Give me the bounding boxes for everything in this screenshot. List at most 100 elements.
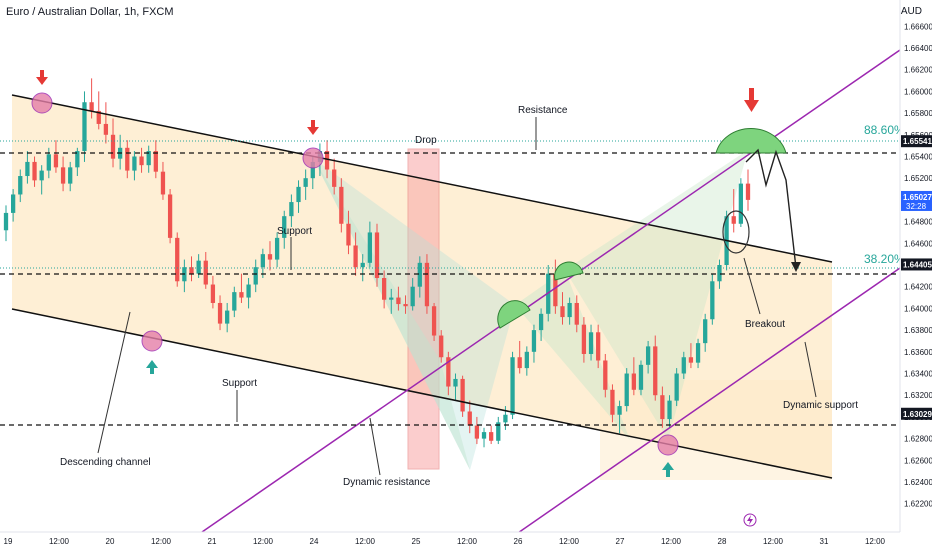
price-tick-label: 1.63600 — [904, 348, 932, 357]
candle-body — [353, 245, 358, 268]
candle-body — [524, 351, 529, 369]
candle-body — [638, 364, 644, 390]
currency-label[interactable]: AUD — [900, 6, 922, 17]
time-tick-label: 25 — [412, 537, 421, 546]
candle-body — [596, 332, 601, 361]
time-tick-label: 24 — [310, 537, 319, 546]
candle-body — [489, 432, 494, 441]
dynamic-resistance-line — [201, 49, 901, 533]
candle-body — [339, 186, 344, 224]
candle-body — [82, 102, 87, 152]
candle-body — [89, 102, 94, 111]
time-tick-label: 12:00 — [865, 537, 886, 546]
time-tick-label: 12:00 — [253, 537, 274, 546]
harmonic-reversal-dome-left — [497, 300, 531, 329]
candle-body — [125, 147, 130, 171]
dynamic-resistance-label: Dynamic resistance — [343, 477, 431, 488]
candle-body — [560, 306, 565, 318]
time-tick-label: 12:00 — [151, 537, 172, 546]
candle-body — [18, 176, 23, 195]
price-marker-label: 1.65027 — [903, 193, 932, 202]
candle-body — [253, 267, 258, 285]
lightning-icon[interactable] — [743, 513, 757, 527]
down-arrow-icon — [744, 88, 759, 112]
touch-point-bottom-right — [657, 434, 679, 456]
time-tick-label: 27 — [616, 537, 625, 546]
candle-body — [232, 292, 237, 311]
harmonic-pattern-right — [515, 270, 630, 440]
drop-label: Drop — [415, 135, 437, 146]
price-tick-label: 1.64000 — [904, 304, 932, 313]
candle-body — [588, 332, 594, 354]
candle-body — [239, 292, 244, 298]
candle-body — [110, 134, 116, 159]
candle-body — [346, 223, 351, 246]
time-tick-label: 21 — [208, 537, 217, 546]
candle-body — [274, 237, 280, 260]
candle-body — [175, 237, 180, 282]
candle-body — [403, 304, 408, 307]
time-tick-label: 12:00 — [49, 537, 70, 546]
candle-body — [610, 389, 615, 415]
candle-body — [389, 297, 394, 300]
candle-body — [68, 167, 73, 184]
harmonic-reversal-dome-top — [715, 127, 787, 154]
candle-body — [653, 346, 658, 396]
time-tick-label: 19 — [4, 537, 13, 546]
touch-point-bottom-left — [141, 330, 163, 352]
countdown-label: 32:28 — [906, 202, 927, 211]
candle-body — [260, 254, 265, 268]
price-tick-label: 1.64600 — [904, 239, 932, 248]
price-tick-label: 1.66000 — [904, 87, 932, 96]
price-level-marker — [901, 258, 932, 271]
candle-body — [39, 170, 44, 181]
candle-body — [738, 183, 744, 224]
time-axis-background[interactable] — [0, 532, 932, 550]
candles-layer — [3, 78, 751, 448]
candle-body — [667, 400, 672, 420]
candle-body — [510, 357, 515, 415]
candle-body — [25, 161, 30, 177]
candle-body — [660, 395, 665, 420]
candle-body — [146, 151, 151, 166]
candle-body — [139, 156, 144, 166]
candle-body — [439, 335, 444, 358]
price-tick-label: 1.64200 — [904, 283, 932, 292]
candle-body — [324, 151, 330, 170]
candle-body — [538, 313, 544, 331]
price-tick-label: 1.63800 — [904, 326, 932, 335]
breakout-label: Breakout — [745, 319, 785, 330]
dynamic-support-label: Dynamic support — [783, 400, 858, 411]
price-tick-label: 1.62800 — [904, 435, 932, 444]
candle-body — [167, 194, 173, 238]
support-zone-fill — [600, 380, 832, 480]
candle-body — [381, 278, 387, 300]
price-tick-label: 1.66200 — [904, 66, 932, 75]
candle-body — [645, 346, 651, 365]
dynamic-resistance-pointer — [369, 417, 381, 476]
candle-body — [567, 302, 572, 318]
price-tick-label: 1.66400 — [904, 44, 932, 53]
candle-body — [717, 265, 722, 282]
candle-body — [360, 262, 365, 268]
price-marker-label: 1.65541 — [903, 137, 932, 146]
support-upper-label: Support — [277, 226, 312, 237]
time-tick-label: 12:00 — [355, 537, 376, 546]
candle-body — [160, 171, 166, 195]
time-tick-label: 28 — [718, 537, 727, 546]
candle-body — [10, 194, 16, 213]
candle-body — [296, 186, 301, 203]
time-tick-label: 12:00 — [661, 537, 682, 546]
down-arrow-icon — [307, 120, 319, 135]
candle-body — [282, 216, 287, 238]
support-lower-label: Support — [222, 378, 257, 389]
candle-body — [503, 414, 508, 423]
time-tick-label: 26 — [514, 537, 523, 546]
price-tick-label: 1.63400 — [904, 370, 932, 379]
candle-body — [203, 260, 208, 285]
price-tick-label: 1.62200 — [904, 500, 932, 509]
candle-body — [553, 273, 558, 307]
